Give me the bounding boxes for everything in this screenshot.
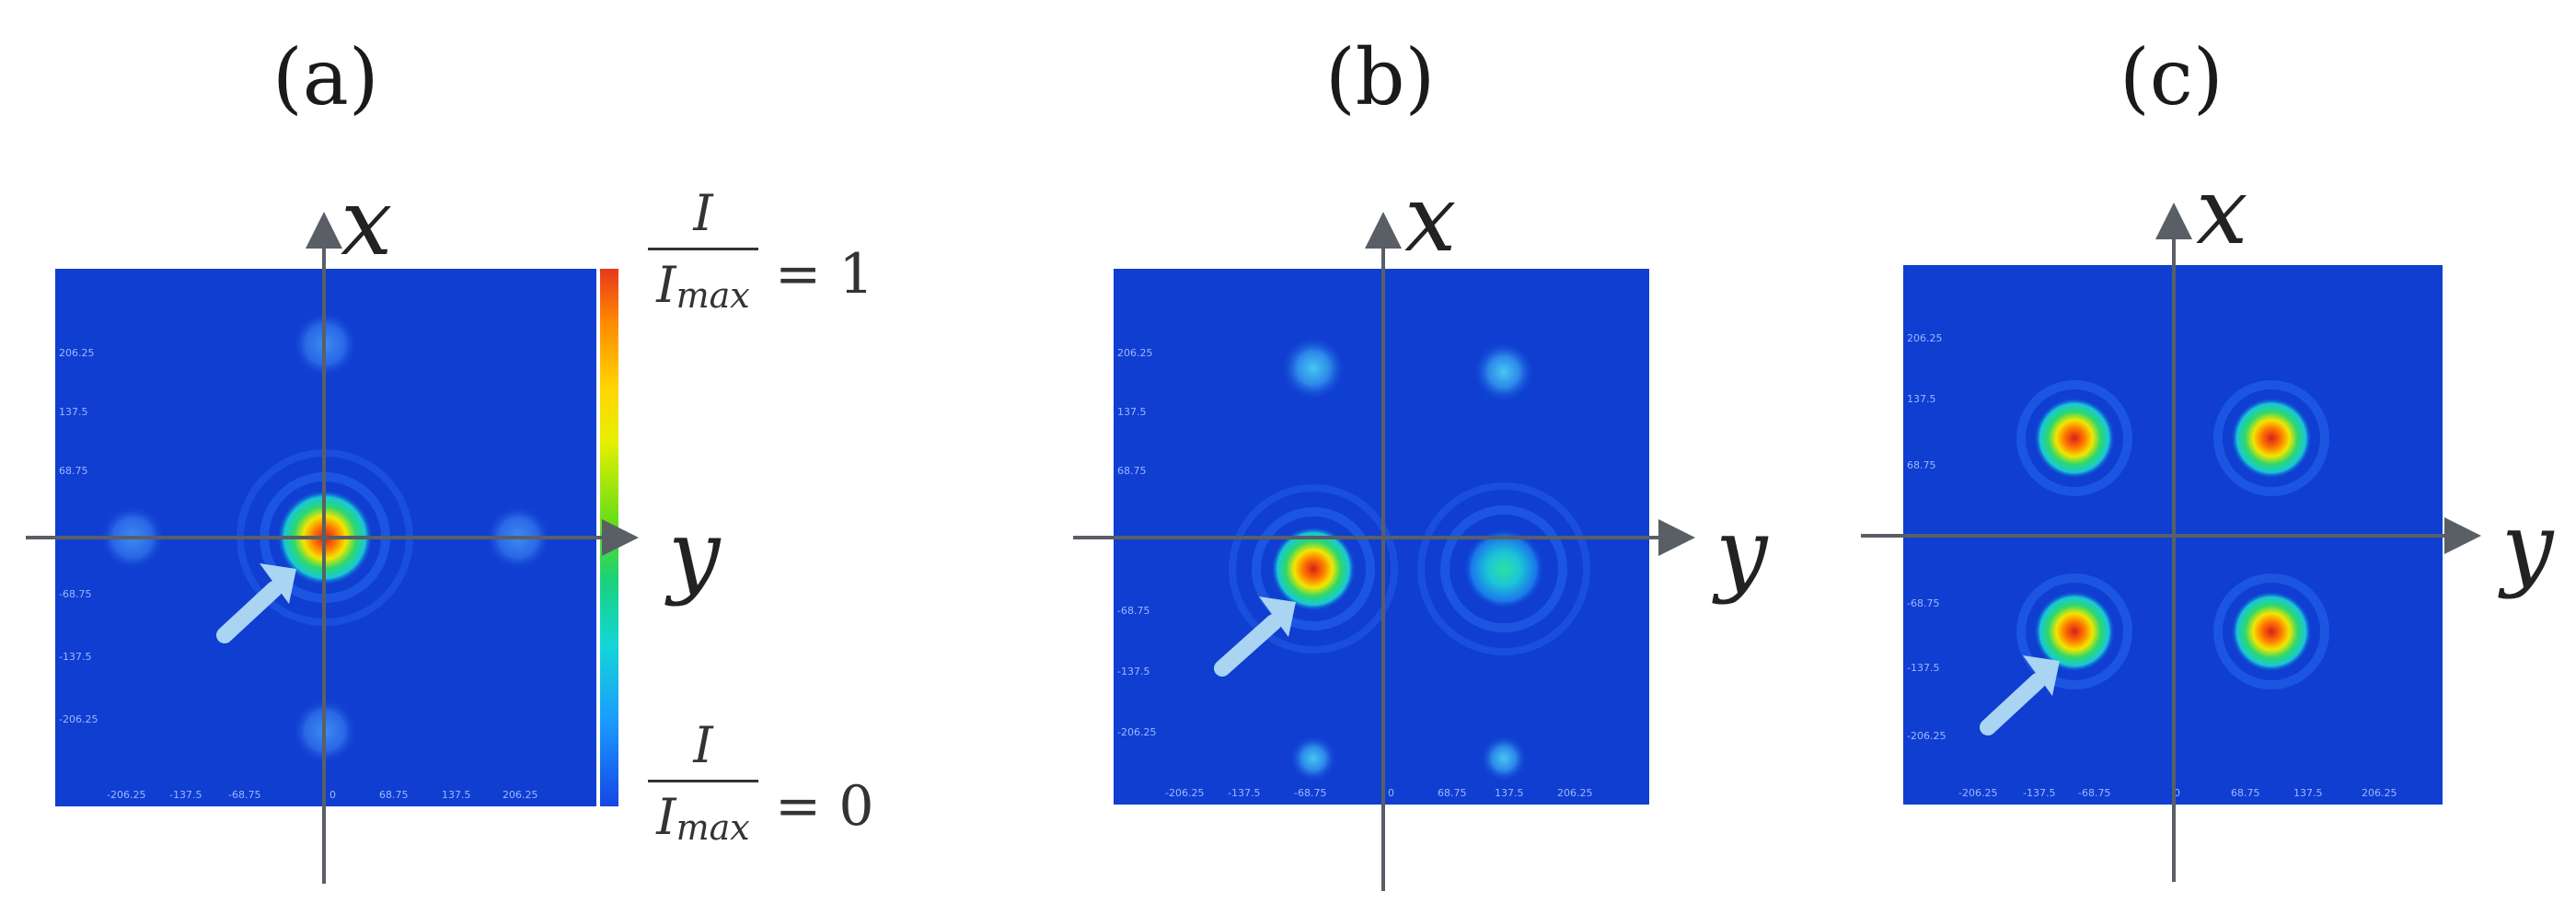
x-tick: -68.75 <box>2078 787 2111 799</box>
x-tick: 206.25 <box>502 789 538 801</box>
x-tick: 137.5 <box>1495 787 1524 799</box>
pointer-arrow-a <box>216 563 296 643</box>
x-axis-label-c: x <box>2196 157 2248 265</box>
y-tick: -68.75 <box>1907 597 1940 609</box>
ring <box>1229 484 1398 654</box>
x-tick: -206.25 <box>1958 787 1998 799</box>
x-tick: -68.75 <box>1294 787 1327 799</box>
colorbar-min-value: = 0 <box>775 774 874 839</box>
ring <box>2213 573 2329 689</box>
x-tick: 137.5 <box>442 789 471 801</box>
ring <box>1252 507 1375 631</box>
x-tick: -137.5 <box>169 789 202 801</box>
y-tick: -206.25 <box>1907 730 1946 742</box>
panel-label-b: (b) <box>1325 32 1436 122</box>
x-tick: 206.25 <box>2362 787 2397 799</box>
pointer-arrow-c <box>1980 655 2060 735</box>
spot-c <box>2034 398 2115 479</box>
x-tick: -137.5 <box>2023 787 2056 799</box>
main-spot-b <box>1271 527 1356 611</box>
y-tick: -137.5 <box>1117 666 1150 678</box>
spot-c <box>2034 591 2115 672</box>
side-lobe <box>1289 735 1337 782</box>
y-tick: 68.75 <box>1907 459 1936 471</box>
x-axis-label-a: x <box>341 168 393 276</box>
secondary-spot-b <box>1463 528 1544 609</box>
x-tick: 137.5 <box>2293 787 2323 799</box>
ring <box>2213 380 2329 496</box>
y-tick: 68.75 <box>1117 465 1147 477</box>
y-tick: 206.25 <box>1117 347 1153 359</box>
panel-label-a: (a) <box>272 32 379 122</box>
spot-c <box>2231 591 2312 672</box>
x-tick: 68.75 <box>1438 787 1467 799</box>
y-tick: 206.25 <box>59 347 95 359</box>
y-tick: 206.25 <box>1907 332 1943 344</box>
x-tick: 68.75 <box>2231 787 2260 799</box>
fraction-denominator: Imax <box>656 256 750 316</box>
spot-c <box>2231 398 2312 479</box>
x-axis-label-b: x <box>1404 165 1457 272</box>
pointer-arrow-b <box>1214 596 1296 677</box>
x-tick: -137.5 <box>1228 787 1261 799</box>
y-tick: 137.5 <box>59 406 88 418</box>
fraction-numerator: I <box>693 184 713 242</box>
colorbar-max-value: = 1 <box>775 242 874 307</box>
y-tick: 68.75 <box>59 465 88 477</box>
y-tick: 137.5 <box>1117 406 1147 418</box>
side-lobe <box>1473 341 1535 403</box>
ring <box>2016 380 2132 496</box>
y-axis-label-b: y <box>1715 498 1768 606</box>
y-tick: -68.75 <box>59 588 92 600</box>
colorbar-min-label: I Imax <box>648 716 758 848</box>
y-tick: 137.5 <box>1907 393 1936 405</box>
colorbar-max-label: I Imax <box>648 184 758 316</box>
ring <box>1417 482 1590 655</box>
panel-label-c: (c) <box>2120 32 2224 122</box>
y-tick: -206.25 <box>1117 726 1157 738</box>
y-axis-label-a: y <box>668 500 721 608</box>
ring <box>2016 573 2132 689</box>
y-axis-label-c: y <box>2501 492 2554 600</box>
side-lobe <box>1280 335 1346 401</box>
side-lobe <box>1480 735 1528 782</box>
y-tick: -68.75 <box>1117 605 1150 617</box>
y-tick: -137.5 <box>1907 662 1940 674</box>
x-tick: 0 <box>1388 787 1394 799</box>
x-tick: 68.75 <box>379 789 409 801</box>
fraction-denominator: Imax <box>656 788 750 848</box>
x-tick: 0 <box>2174 787 2180 799</box>
ring <box>1440 505 1567 632</box>
x-tick: -68.75 <box>228 789 261 801</box>
fraction-numerator: I <box>693 716 713 774</box>
x-tick: -206.25 <box>107 789 146 801</box>
x-tick: 206.25 <box>1557 787 1593 799</box>
y-tick: -137.5 <box>59 651 92 663</box>
fraction-bar <box>648 780 758 782</box>
fraction-bar <box>648 248 758 250</box>
y-tick: -206.25 <box>59 713 98 725</box>
x-tick: 0 <box>329 789 336 801</box>
x-tick: -206.25 <box>1165 787 1205 799</box>
